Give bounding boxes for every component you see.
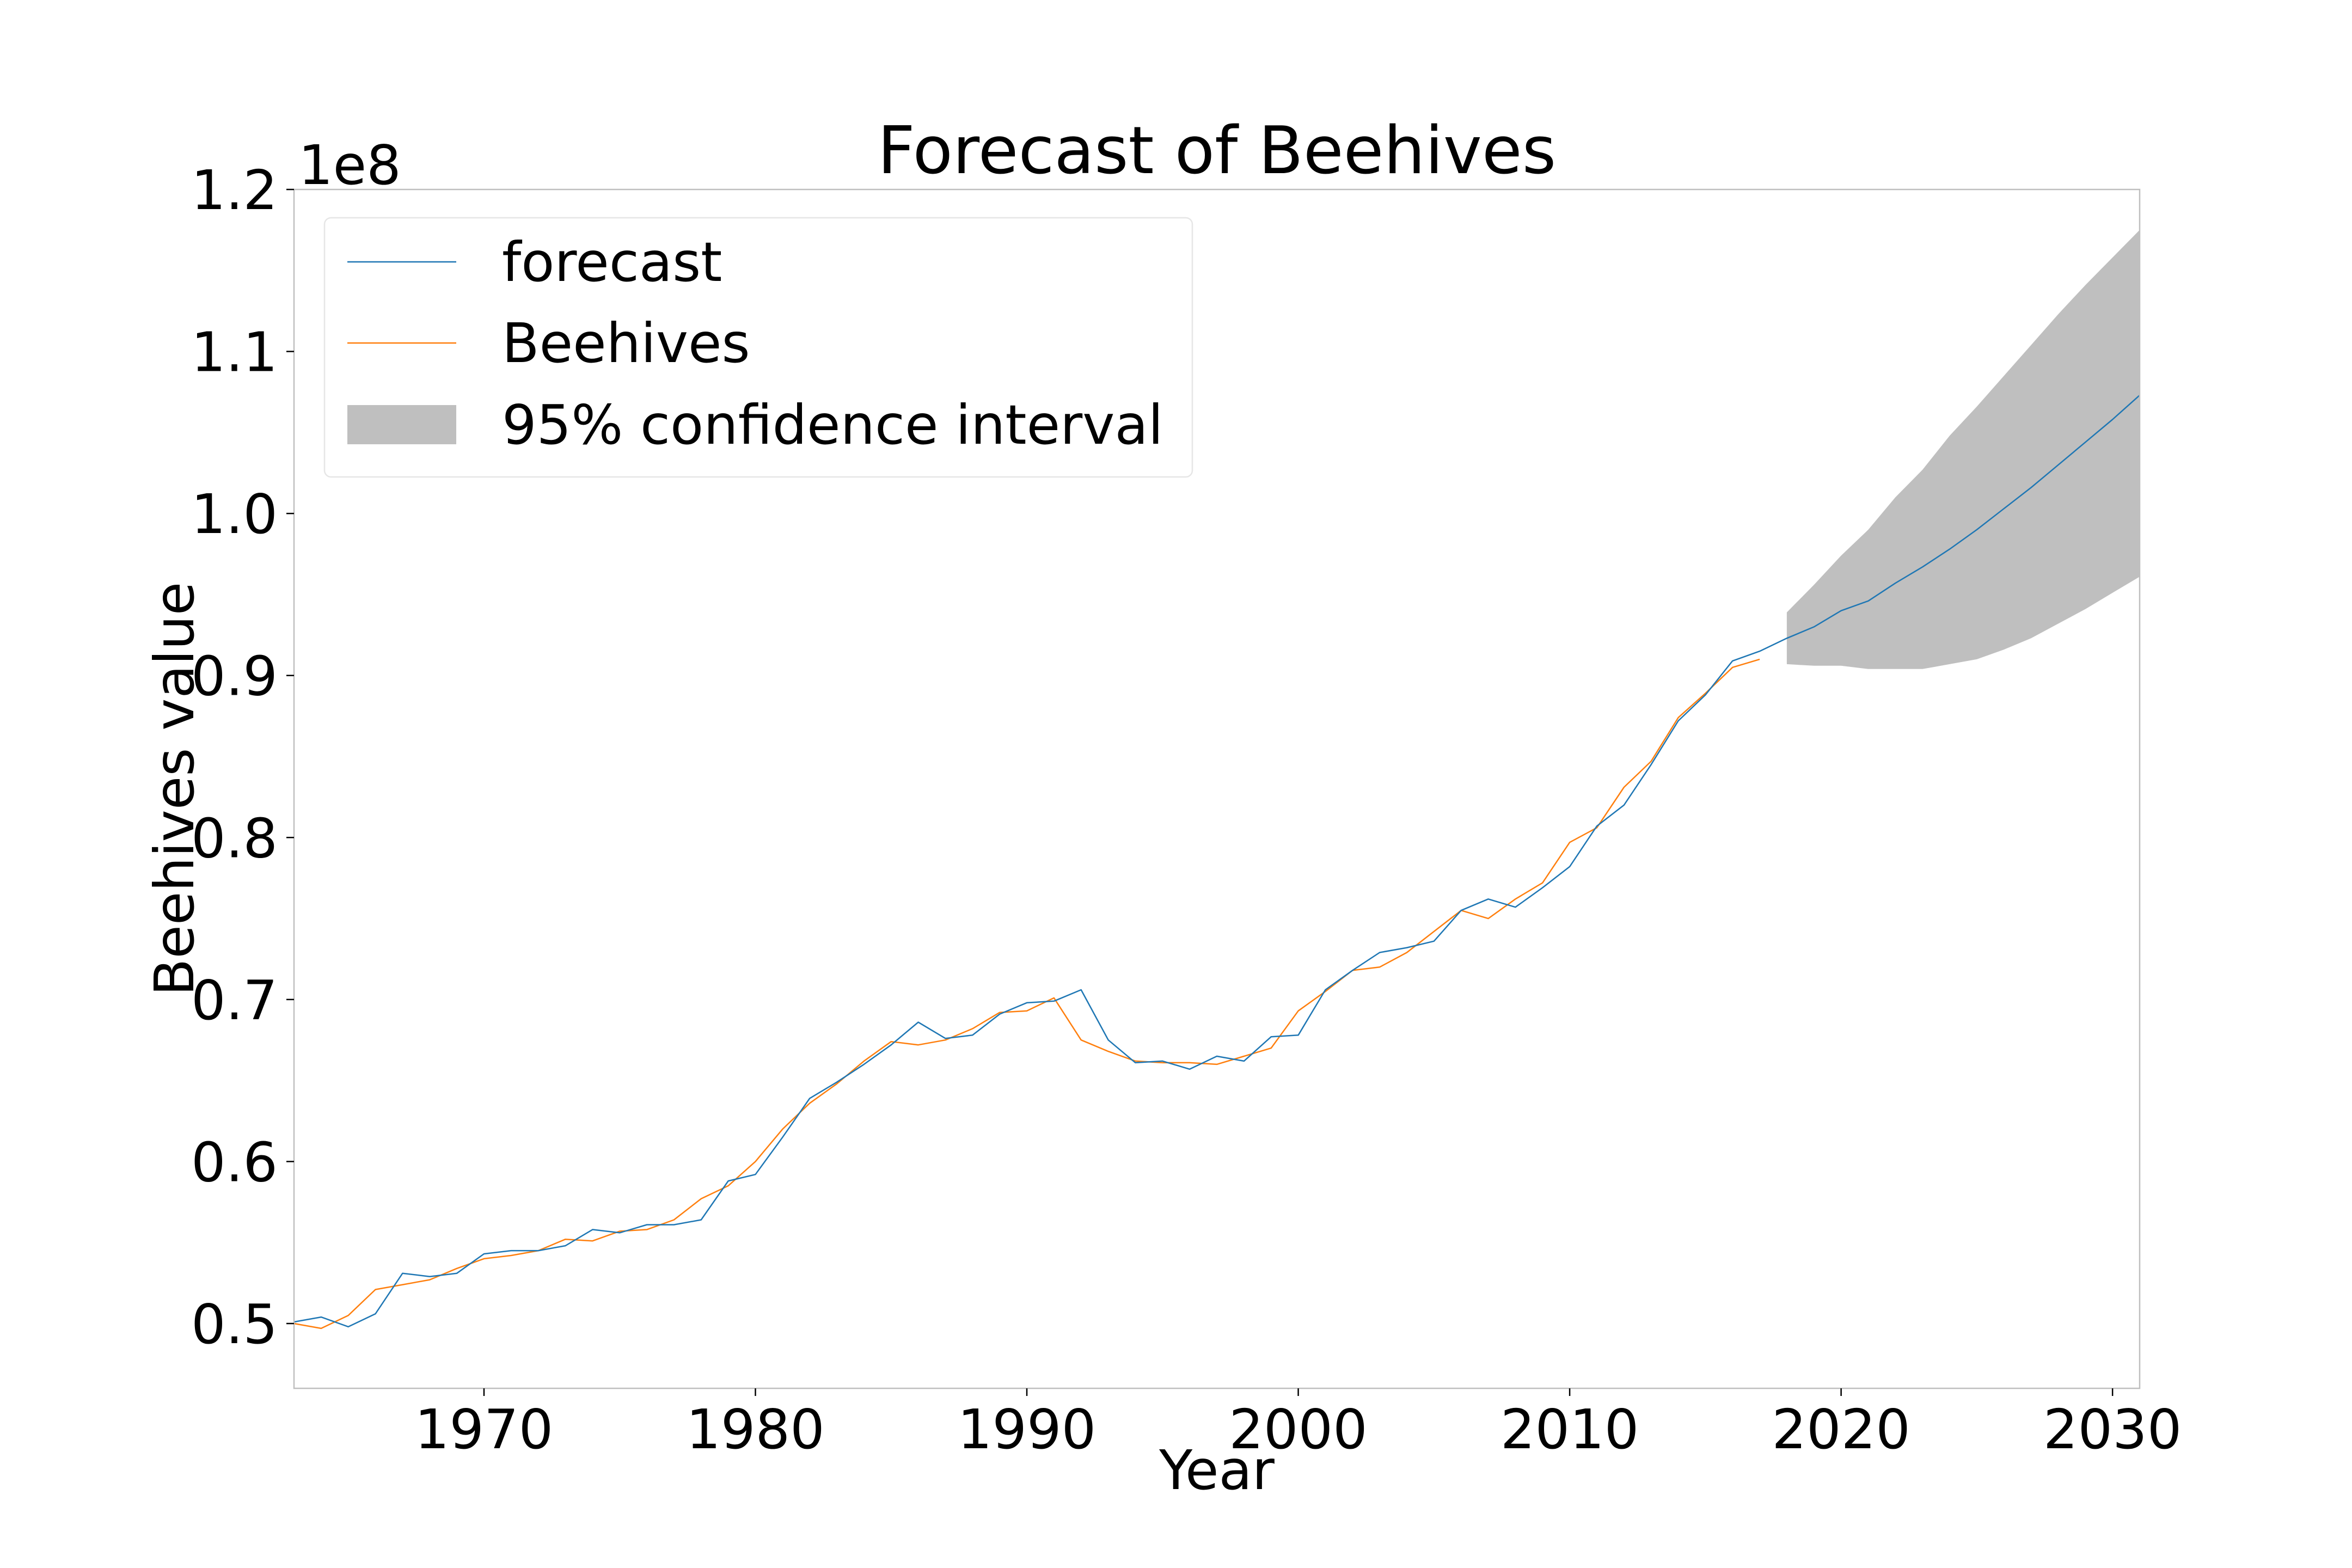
x-tick-label: 2000 <box>1229 1398 1368 1461</box>
x-tick-label: 2010 <box>1500 1398 1639 1461</box>
y-tick-label: 1.1 <box>191 321 278 384</box>
x-axis-label: Year <box>1159 1438 1275 1502</box>
forecast-series-line <box>293 394 2140 1328</box>
x-tick-label: 1990 <box>958 1398 1097 1461</box>
legend-beehives-label: Beehives <box>502 311 750 375</box>
x-tick-label: 1980 <box>686 1398 825 1461</box>
y-tick-label: 0.5 <box>191 1293 278 1356</box>
y-axis-ticks: 0.5 0.6 0.7 0.8 0.9 1.0 1.1 1.2 <box>191 158 294 1356</box>
legend: forecast Beehives 95% confidence interva… <box>323 217 1193 478</box>
x-tick-label: 1970 <box>415 1398 554 1461</box>
y-tick-label: 0.8 <box>191 806 278 870</box>
x-tick-label: 2030 <box>2043 1398 2182 1461</box>
confidence-interval-band <box>1786 230 2140 669</box>
legend-forecast-label: forecast <box>502 230 722 294</box>
y-tick-label: 1.0 <box>191 482 278 546</box>
y-tick-label: 0.6 <box>191 1130 278 1194</box>
y-tick-label: 0.9 <box>191 645 278 708</box>
x-axis-ticks: 1970 1980 1990 2000 2010 2020 2030 <box>415 1388 2182 1461</box>
legend-confidence-swatch <box>347 405 456 444</box>
chart-title: Forecast of Beehives <box>878 113 1556 189</box>
y-tick-label: 0.7 <box>191 969 278 1032</box>
x-tick-label: 2020 <box>1772 1398 1910 1461</box>
y-axis-offset-label: 1e8 <box>298 133 401 197</box>
y-axis-label: Beehives value <box>143 582 206 996</box>
y-tick-label: 1.2 <box>191 158 278 222</box>
legend-confidence-label: 95% confidence interval <box>502 393 1163 457</box>
legend-frame <box>323 217 1193 478</box>
plot-area-frame <box>293 188 2141 1389</box>
